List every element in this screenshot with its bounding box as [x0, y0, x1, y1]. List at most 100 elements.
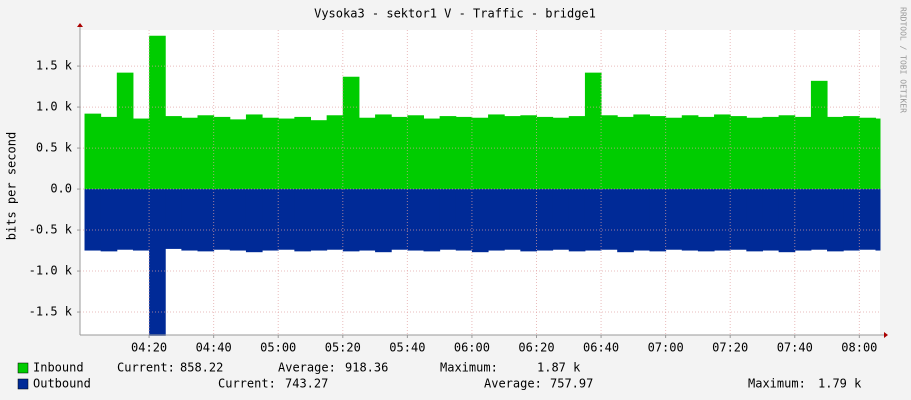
area-step: [568, 116, 586, 190]
area-step: [407, 189, 425, 251]
area-step: [568, 189, 586, 252]
area-step: [149, 35, 166, 190]
area-step: [132, 118, 150, 190]
area-step: [697, 116, 715, 190]
area-step: [229, 119, 247, 190]
area-step: [762, 189, 780, 251]
legend-stat-value: 757.97: [550, 377, 593, 391]
area-step: [697, 189, 715, 252]
area-step: [407, 115, 425, 190]
area-step: [278, 118, 295, 190]
area-step: [536, 116, 554, 190]
area-step: [875, 189, 881, 251]
area-step: [714, 189, 731, 251]
area-step: [245, 114, 263, 190]
legend-stat-label: Current:: [218, 377, 276, 391]
y-tick-label: -0.5 k: [29, 223, 73, 237]
area-step: [375, 114, 392, 190]
legend-stat-label: Average:: [484, 377, 542, 391]
area-step: [584, 72, 602, 190]
area-step: [262, 117, 279, 190]
area-step: [181, 189, 199, 251]
x-tick-label: 04:40: [196, 341, 232, 355]
x-tick-label: 07:40: [777, 341, 813, 355]
legend-stat-label: Average:: [278, 361, 336, 375]
area-step: [633, 114, 650, 190]
area-step: [423, 189, 441, 252]
area-step: [504, 189, 521, 250]
area-step: [358, 117, 376, 190]
area-step: [229, 189, 247, 251]
area-step: [746, 117, 763, 190]
area-step: [617, 116, 634, 190]
area-step: [197, 115, 215, 190]
area-step: [810, 80, 828, 190]
area-step: [375, 189, 392, 253]
x-tick-label: 04:20: [131, 341, 167, 355]
area-step: [601, 115, 618, 190]
y-tick-label: 0.5 k: [36, 141, 73, 155]
area-step: [471, 117, 489, 190]
legend-stat-value: 1.79 k: [818, 377, 862, 391]
area-step: [326, 189, 344, 250]
area-step: [181, 117, 199, 190]
area-step: [617, 189, 634, 253]
area-step: [488, 114, 505, 190]
area-step: [843, 116, 860, 190]
area-step: [714, 114, 731, 190]
y-tick-label: 1.5 k: [36, 59, 73, 73]
area-step: [665, 117, 683, 190]
area-step: [391, 116, 408, 190]
area-step: [794, 116, 812, 190]
chart-title: Vysoka3 - sektor1 V - Traffic - bridge1: [314, 7, 596, 21]
area-step: [213, 116, 231, 190]
area-step: [342, 76, 360, 190]
area-step: [520, 189, 537, 252]
area-step: [439, 116, 457, 190]
x-tick-label: 07:00: [648, 341, 684, 355]
area-step: [827, 189, 844, 252]
legend-stat-value: 858.22: [180, 361, 223, 375]
area-step: [213, 189, 231, 250]
area-step: [165, 189, 182, 249]
area-step: [165, 116, 182, 190]
area-step: [778, 115, 796, 190]
y-axis-label: bits per second: [5, 132, 19, 240]
area-step: [794, 189, 812, 251]
area-step: [100, 116, 118, 190]
y-tick-label: 1.0 k: [36, 100, 73, 114]
area-step: [859, 117, 876, 190]
area-step: [762, 116, 780, 190]
area-step: [601, 189, 618, 250]
area-step: [859, 189, 876, 250]
legend-stat-value: 743.27: [285, 377, 328, 391]
area-step: [100, 189, 118, 252]
area-step: [520, 115, 537, 190]
area-step: [843, 189, 860, 251]
area-step: [665, 189, 683, 250]
area-step: [730, 116, 747, 190]
axis-arrow: [77, 23, 83, 27]
legend-stat-label: Current:: [117, 361, 175, 375]
axis-arrow: [884, 332, 888, 338]
area-step: [116, 189, 134, 250]
area-step: [294, 189, 312, 252]
area-step: [262, 189, 279, 251]
area-step: [730, 189, 747, 250]
area-step: [278, 189, 295, 250]
area-step: [552, 189, 570, 250]
area-step: [827, 116, 844, 190]
y-tick-label: -1.5 k: [29, 305, 73, 319]
legend-label: Outbound: [33, 377, 91, 391]
area-step: [132, 189, 150, 251]
legend-swatch: [17, 362, 29, 374]
area-step: [116, 72, 134, 190]
area-step: [342, 189, 360, 252]
legend-stat-value: 1.87 k: [537, 361, 581, 375]
area-step: [310, 120, 328, 190]
legend-stat-label: Maximum:: [748, 377, 806, 391]
x-tick-label: 05:20: [325, 341, 361, 355]
x-tick-label: 07:20: [712, 341, 748, 355]
area-step: [778, 189, 796, 253]
